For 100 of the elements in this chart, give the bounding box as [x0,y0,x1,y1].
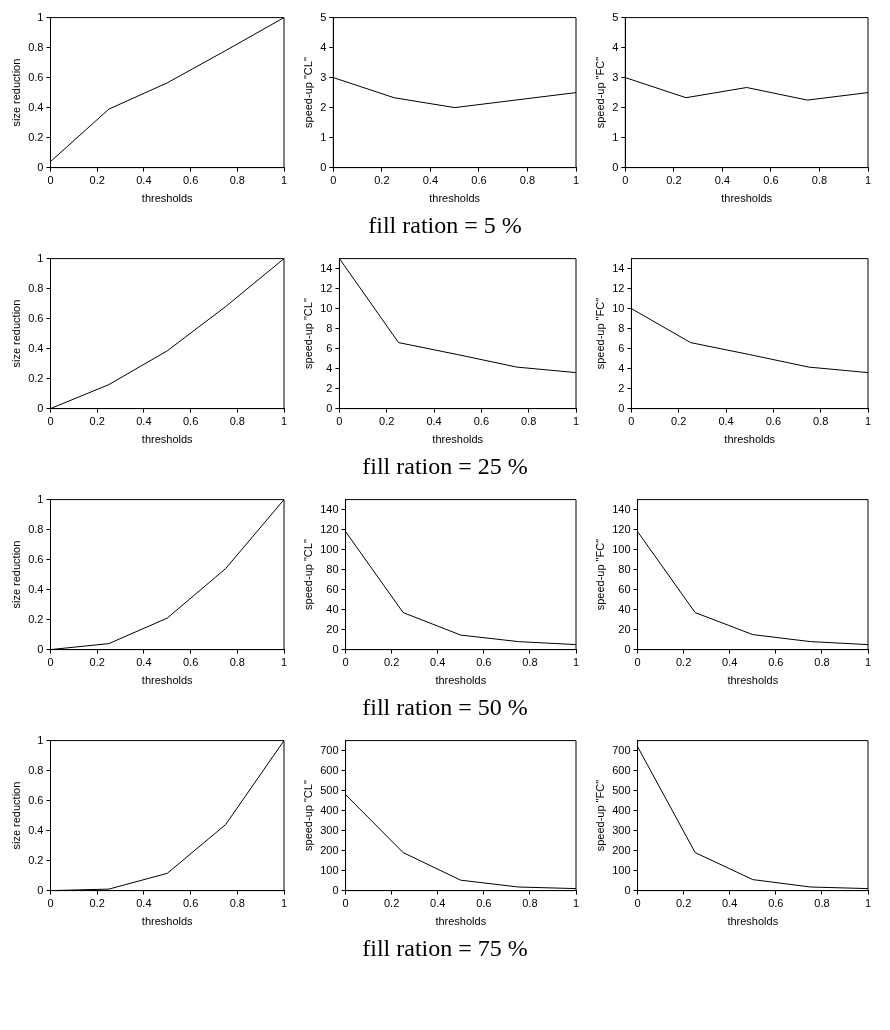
x-tick-label: 0.6 [476,656,492,669]
y-tick-label: 2 [326,381,333,394]
x-axis-title: thresholds [727,674,779,687]
x-tick-label: 0 [47,174,54,187]
y-tick-label: 8 [618,321,625,334]
y-tick-label: 8 [326,321,333,334]
x-axis-title: thresholds [435,915,487,928]
y-tick-label: 0.2 [28,130,44,143]
x-tick-label: 1 [864,656,872,669]
x-tick-label: 0.2 [383,897,400,910]
y-tick-label: 1 [37,251,44,264]
x-tick-label: 0.6 [768,897,784,910]
x-tick-label: 0.2 [675,656,692,669]
y-tick-label: 3 [320,70,327,83]
y-tick-label: 0.6 [28,311,44,324]
y-tick-label: 600 [612,763,631,776]
y-tick-label: 0.6 [28,552,44,565]
x-tick-label: 0.6 [763,174,779,187]
x-tick-label: 0.2 [666,174,682,187]
x-tick-label: 1 [280,415,288,428]
y-tick-label: 0.4 [28,823,44,836]
y-tick-label: 1 [37,10,44,23]
y-tick-label: 0 [326,401,333,414]
x-tick-label: 0.4 [714,174,731,187]
y-tick-label: 700 [612,743,631,756]
y-tick-label: 300 [320,823,339,836]
x-tick-label: 0.4 [136,656,152,669]
y-tick-label: 0.8 [28,281,44,294]
y-tick-label: 4 [326,361,333,374]
x-tick-label: 0.8 [519,174,536,187]
x-tick-label: 0.6 [765,415,782,428]
y-tick-label: 0 [332,642,339,655]
y-tick-label: 14 [320,261,333,274]
x-axis-title: thresholds [435,674,487,687]
y-tick-label: 4 [612,40,619,53]
y-tick-label: 0 [320,160,327,173]
y-tick-label: 2 [618,381,625,394]
x-tick-label: 0.8 [521,415,537,428]
x-tick-label: 1 [572,174,580,187]
x-axis-title: thresholds [141,674,194,687]
y-axis-title: speed-up "CL" [301,298,314,369]
y-tick-label: 120 [320,522,339,535]
x-tick-label: 0.6 [182,656,199,669]
x-tick-label: 0.4 [136,897,152,910]
x-tick-label: 0 [634,656,641,669]
x-tick-label: 0.6 [768,656,784,669]
x-tick-label: 0.8 [229,656,245,669]
y-tick-label: 400 [612,803,631,816]
y-tick-label: 500 [320,783,339,796]
y-tick-label: 0 [612,160,619,173]
y-axis-title: size reduction [9,58,22,127]
x-axis-title: thresholds [141,433,194,446]
y-tick-label: 100 [612,863,631,876]
y-axis-title: speed-up "CL" [301,539,314,610]
y-tick-label: 20 [326,622,339,635]
y-axis-title: speed-up "FC" [593,779,606,852]
x-tick-label: 0.4 [422,174,439,187]
y-tick-label: 0.4 [28,582,44,595]
y-tick-label: 4 [320,40,327,53]
y-tick-label: 0 [624,883,631,896]
x-axis-title: thresholds [721,192,773,205]
x-axis-title: thresholds [724,433,776,446]
y-tick-label: 0.2 [28,371,44,384]
y-tick-label: 0 [624,642,631,655]
y-tick-label: 1 [612,130,619,143]
x-tick-label: 0.6 [471,174,487,187]
x-tick-label: 0.4 [136,174,152,187]
x-tick-label: 0.6 [476,897,492,910]
y-tick-label: 3 [612,70,619,83]
y-tick-label: 200 [612,843,631,856]
y-axis-title: speed-up "FC" [593,297,606,370]
x-tick-label: 1 [864,415,872,428]
x-tick-label: 0.8 [229,415,245,428]
x-tick-label: 1 [572,415,580,428]
x-tick-label: 0.4 [430,656,446,669]
x-tick-label: 1 [280,656,288,669]
x-tick-label: 1 [864,174,872,187]
y-tick-label: 0.2 [28,612,44,625]
y-tick-label: 1 [37,492,44,505]
y-tick-label: 400 [320,803,339,816]
x-axis-title: thresholds [429,192,481,205]
y-tick-label: 10 [612,301,625,314]
x-tick-label: 0.4 [722,656,738,669]
x-tick-label: 0.8 [813,415,829,428]
y-tick-label: 300 [612,823,631,836]
y-tick-label: 2 [320,100,327,113]
y-tick-label: 0 [37,401,44,414]
y-tick-label: 0.4 [28,341,44,354]
y-tick-label: 140 [320,502,339,515]
text: fill ration = 25 % [362,453,528,479]
y-tick-label: 12 [320,281,333,294]
x-tick-label: 0.6 [473,415,490,428]
text: fill ration = 75 % [362,935,528,961]
y-tick-label: 60 [618,582,631,595]
y-axis-title: speed-up "CL" [301,57,314,128]
y-tick-label: 60 [326,582,339,595]
y-tick-label: 6 [618,341,625,354]
y-tick-label: 0.8 [28,40,44,53]
x-tick-label: 1 [280,897,288,910]
y-axis-title: size reduction [9,299,22,368]
